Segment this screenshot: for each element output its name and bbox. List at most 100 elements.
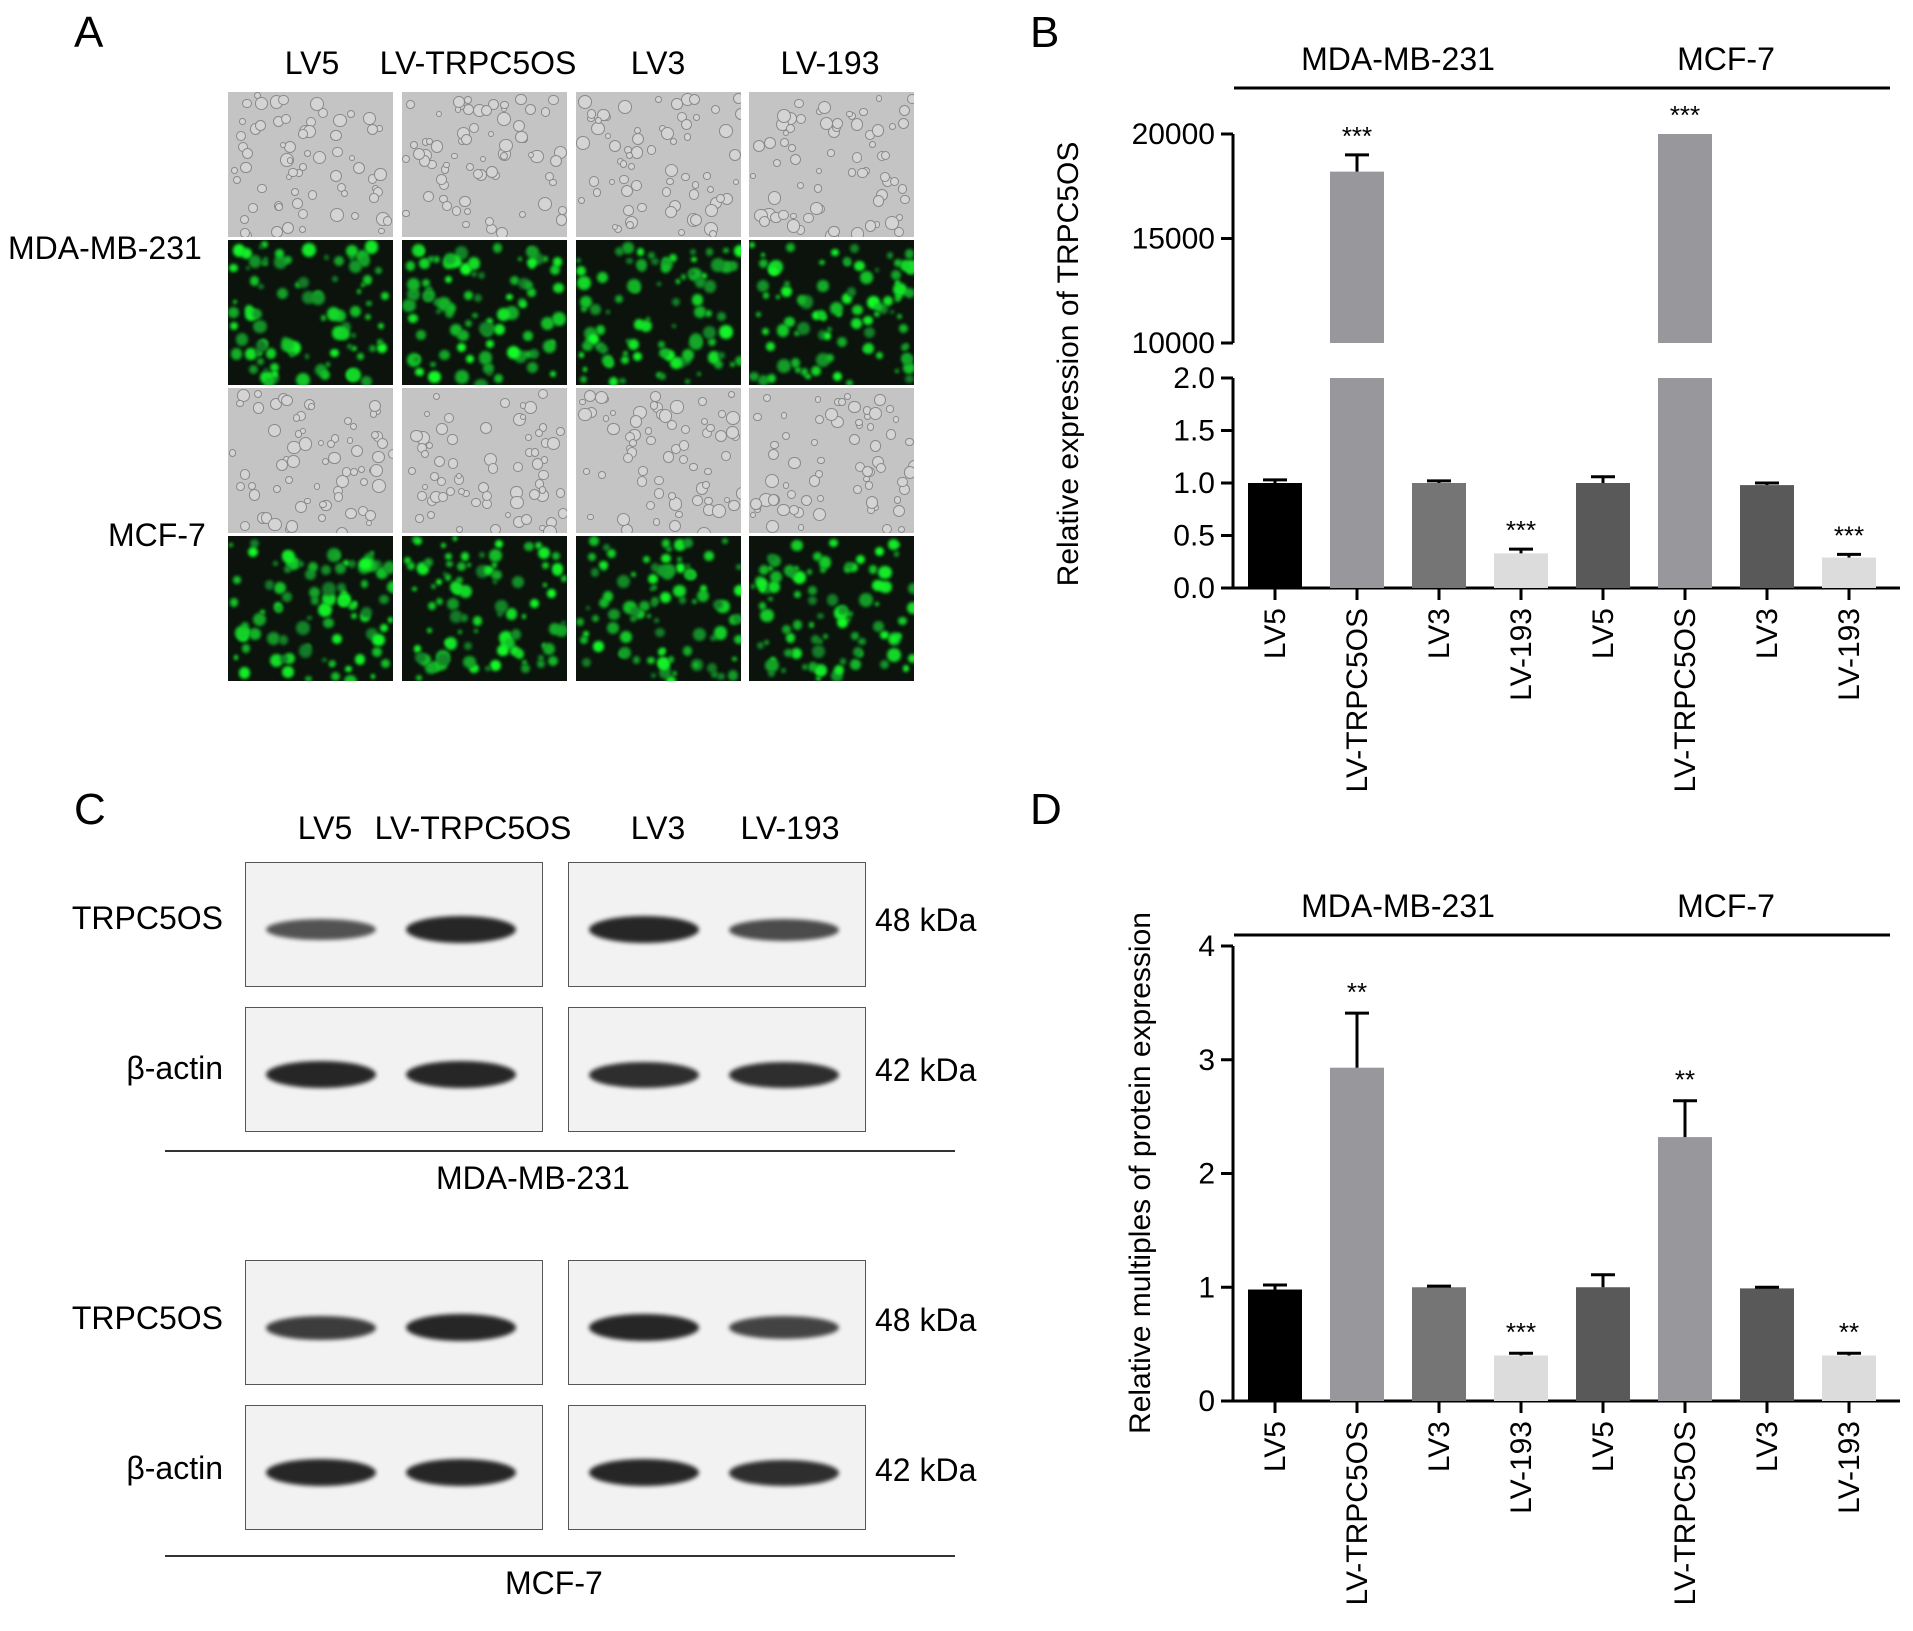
y-tick-label: 15000	[1132, 223, 1215, 256]
bar	[1576, 1287, 1630, 1401]
significance-mark: **	[1839, 1317, 1859, 1347]
bar	[1330, 1067, 1384, 1401]
blot-box	[568, 1007, 866, 1132]
panel-c-col-label: LV-193	[740, 810, 840, 846]
fluorescence-micrograph	[228, 240, 393, 385]
panel-c-col-label: LV5	[297, 810, 353, 846]
y-tick-label: 4	[1198, 930, 1215, 963]
x-tick-label: LV-TRPC5OS	[1669, 608, 1702, 793]
fluorescence-micrograph	[749, 536, 914, 681]
bar	[1740, 1288, 1794, 1401]
cell-line-divider	[165, 1555, 955, 1557]
x-tick-label: LV5	[1587, 1421, 1620, 1472]
protein-band	[266, 1061, 376, 1088]
kda-label: 42 kDa	[875, 1052, 977, 1088]
protein-label: TRPC5OS	[71, 900, 223, 936]
bar	[1576, 483, 1630, 588]
fluorescence-micrograph	[576, 240, 741, 385]
protein-label: TRPC5OS	[71, 1300, 223, 1336]
group-label: MCF-7	[1677, 888, 1775, 924]
bar	[1248, 483, 1302, 588]
y-tick-label: 0	[1198, 1385, 1215, 1418]
blot-box	[568, 1260, 866, 1385]
y-tick-label: 0.0	[1173, 572, 1215, 605]
brightfield-micrograph	[228, 92, 393, 237]
blot-box	[245, 1405, 543, 1530]
protein-band	[589, 1459, 699, 1486]
fluorescence-micrograph	[402, 536, 567, 681]
panel-c-letter: C	[74, 785, 106, 834]
protein-band	[729, 918, 839, 941]
protein-band	[266, 919, 376, 940]
x-tick-label: LV-193	[1833, 1421, 1866, 1514]
brightfield-micrograph	[749, 92, 914, 237]
protein-band	[406, 1061, 516, 1088]
bar	[1494, 1355, 1548, 1401]
panel-a-col-label: LV-TRPC5OS	[379, 45, 577, 81]
significance-mark: ***	[1506, 1317, 1536, 1347]
protein-band	[406, 1314, 516, 1341]
brightfield-micrograph	[402, 388, 567, 533]
protein-band	[406, 916, 516, 943]
brightfield-micrograph	[228, 388, 393, 533]
protein-label: β-actin	[126, 1050, 223, 1086]
protein-band	[589, 1314, 699, 1341]
x-tick-label: LV3	[1751, 608, 1784, 659]
panel-a-col-label: LV-193	[780, 45, 880, 81]
significance-mark: **	[1347, 977, 1367, 1007]
x-tick-label: LV-TRPC5OS	[1341, 1421, 1374, 1606]
fluorescence-micrograph	[402, 240, 567, 385]
x-tick-label: LV5	[1587, 608, 1620, 659]
x-tick-label: LV-TRPC5OS	[1341, 608, 1374, 793]
blot-cell-line-label: MCF-7	[505, 1565, 603, 1601]
y-tick-label: 1.5	[1173, 415, 1215, 448]
blot-box	[245, 1260, 543, 1385]
brightfield-micrograph	[576, 388, 741, 533]
bar	[1412, 483, 1466, 588]
protein-band	[266, 1315, 376, 1340]
panel-b-letter: B	[1030, 8, 1060, 57]
panel-a-col-label: LV5	[284, 45, 340, 81]
bar	[1412, 1287, 1466, 1401]
fluorescence-micrograph	[749, 240, 914, 385]
bar	[1658, 378, 1712, 588]
bar	[1740, 485, 1794, 588]
bar	[1248, 1289, 1302, 1401]
group-label: MDA-MB-231	[1301, 888, 1495, 924]
bar	[1494, 553, 1548, 588]
kda-label: 48 kDa	[875, 902, 977, 938]
protein-band	[729, 1459, 839, 1486]
protein-band	[266, 1459, 376, 1486]
y-tick-label: 3	[1198, 1044, 1215, 1077]
y-tick-label: 20000	[1132, 118, 1215, 151]
y-tick-label: 0.5	[1173, 520, 1215, 553]
x-tick-label: LV-193	[1505, 1421, 1538, 1514]
y-tick-label: 1.0	[1173, 467, 1215, 500]
fluorescence-micrograph	[576, 536, 741, 681]
chart-d: 0 1 2 3 4 Relative multiples of protein expre…	[1124, 888, 1900, 1606]
blot-box	[568, 1405, 866, 1530]
panel-c-col-label: LV-TRPC5OS	[374, 810, 572, 846]
cell-line-divider	[165, 1150, 955, 1152]
protein-band	[406, 1459, 516, 1486]
x-tick-label: LV5	[1259, 1421, 1292, 1472]
protein-band	[729, 1061, 839, 1088]
y-tick-label: 10000	[1132, 327, 1215, 360]
kda-label: 42 kDa	[875, 1452, 977, 1488]
panel-a-row-label: MDA-MB-231	[8, 230, 202, 266]
panel-a-letter: A	[74, 8, 104, 57]
significance-mark: **	[1675, 1065, 1695, 1095]
brightfield-micrograph	[576, 92, 741, 237]
brightfield-micrograph	[402, 92, 567, 237]
bar	[1658, 1137, 1712, 1401]
kda-label: 48 kDa	[875, 1302, 977, 1338]
y-axis-label: Relative multiples of protein expression	[1124, 912, 1157, 1434]
x-tick-label: LV-193	[1833, 608, 1866, 701]
protein-band	[589, 1061, 699, 1088]
protein-band	[729, 1316, 839, 1339]
x-tick-label: LV-TRPC5OS	[1669, 1421, 1702, 1606]
protein-label: β-actin	[126, 1450, 223, 1486]
bar	[1822, 1355, 1876, 1401]
blot-box	[245, 862, 543, 987]
